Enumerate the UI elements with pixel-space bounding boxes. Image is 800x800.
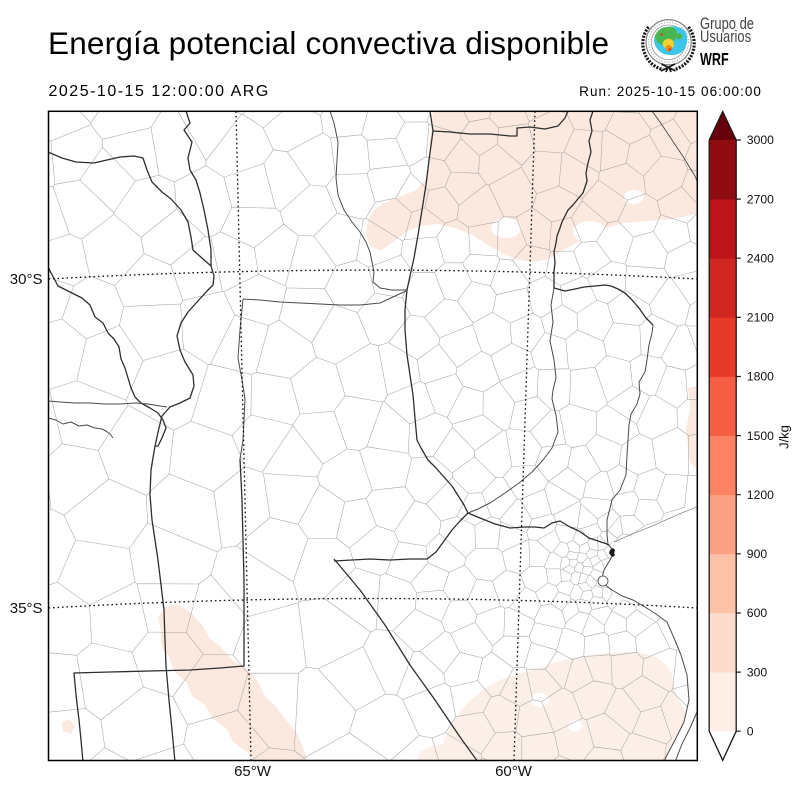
svg-text:2400: 2400 [747, 251, 774, 265]
svg-text:0: 0 [747, 724, 754, 738]
svg-text:65°W: 65°W [234, 763, 272, 780]
svg-text:600: 600 [747, 606, 768, 620]
svg-text:35°S: 35°S [10, 600, 43, 617]
svg-text:60°W: 60°W [495, 763, 533, 780]
svg-text:2700: 2700 [747, 192, 774, 206]
svg-text:3000: 3000 [747, 133, 774, 147]
svg-text:300: 300 [747, 665, 768, 679]
svg-text:1500: 1500 [747, 429, 774, 443]
svg-text:2100: 2100 [747, 311, 774, 325]
svg-text:1800: 1800 [747, 370, 774, 384]
svg-text:900: 900 [747, 547, 768, 561]
svg-text:1200: 1200 [747, 488, 774, 502]
svg-text:J/kg: J/kg [776, 425, 791, 449]
svg-text:30°S: 30°S [10, 271, 43, 288]
